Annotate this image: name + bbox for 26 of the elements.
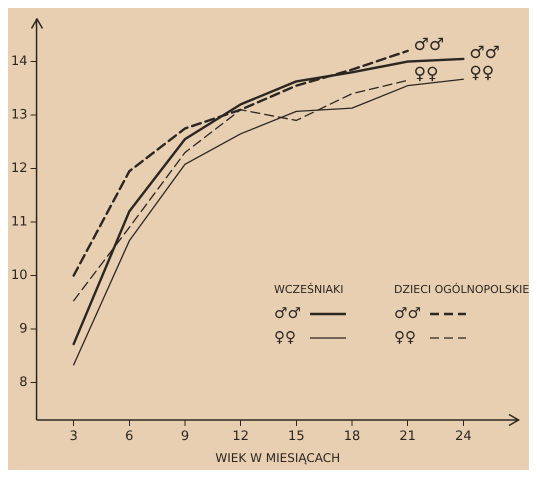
legend-label: ♀♀ [394, 328, 416, 346]
x-tick-label: 6 [125, 429, 134, 444]
x-tick-label: 21 [399, 429, 416, 444]
x-tick-label: 3 [70, 429, 78, 444]
y-tick-label: 9 [19, 321, 28, 336]
text: ♀♀ [469, 63, 494, 84]
legend-label: ♂♂ [274, 304, 301, 322]
legend-label: ♀♀ [274, 328, 296, 346]
text: ♀♀ [414, 64, 439, 84]
y-tick-label: 12 [10, 160, 28, 176]
x-tick-label: 9 [180, 429, 190, 444]
y-tick-label: 8 [19, 374, 28, 390]
y-tick-label: 11 [10, 214, 28, 230]
annotation: WCZEŚNIAKI [274, 282, 344, 296]
y-tick-label: 10 [10, 268, 28, 283]
x-tick-label: 18 [344, 429, 360, 444]
annotation: DZIECI OGÓLNOPOLSKIE [394, 282, 530, 296]
x-tick-label: 24 [455, 429, 472, 444]
text: ♂♂ [469, 42, 500, 63]
y-tick-label: 13 [10, 107, 28, 122]
x-tick-label: 15 [288, 429, 305, 444]
legend-label: ♂♂ [394, 304, 421, 322]
x-axis-title: WIEK W MIESIĄCACH [215, 450, 340, 465]
text: ♂♂ [414, 34, 444, 55]
x-tick-label: 12 [232, 429, 249, 444]
y-tick-label: 14 [10, 54, 28, 69]
